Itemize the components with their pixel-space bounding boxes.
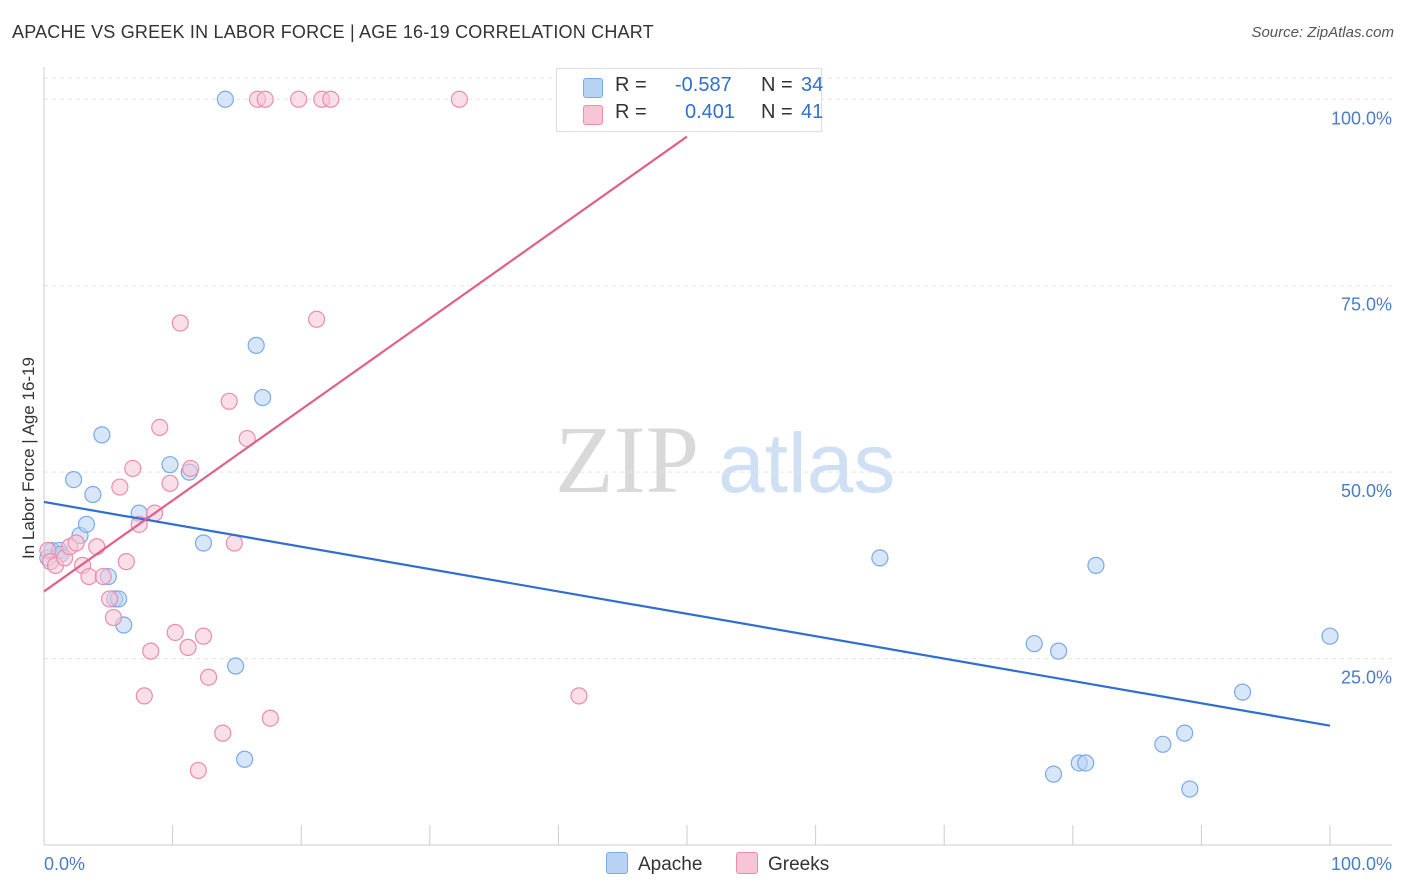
legend-r-value: -0.587: [675, 74, 732, 96]
apache-point: [1233, 683, 1252, 701]
greeks-point: [166, 623, 184, 642]
greeks-point: [117, 553, 135, 571]
apache-point: [161, 456, 179, 474]
legend-swatch-apache: [583, 78, 603, 98]
greeks-point: [182, 459, 200, 478]
greeks-point: [256, 90, 274, 108]
bottom-legend-apache: Apache: [606, 852, 702, 876]
greeks-trend-line: [43, 135, 688, 593]
legend-n-label: N =: [761, 101, 793, 123]
greeks-point: [151, 418, 169, 436]
greeks-point: [124, 459, 142, 478]
greeks-point: [179, 638, 197, 656]
y-tick-label: 25.0%: [1341, 668, 1392, 688]
apache-point: [247, 336, 265, 354]
legend-n-label: N =: [761, 74, 793, 96]
x-tick-max: 100.0%: [1331, 854, 1392, 874]
axes: [43, 67, 1392, 846]
apache-point: [236, 750, 254, 768]
greeks-point: [171, 314, 189, 332]
greeks-point: [100, 590, 119, 608]
legend-n-value: 41: [801, 101, 824, 123]
greeks-point: [570, 687, 588, 705]
greeks-point: [94, 567, 112, 586]
apache-point: [216, 90, 234, 108]
greeks-point: [200, 668, 218, 686]
greeks-point: [214, 724, 232, 742]
correlation-legend: R = -0.587 N = 34 R = 0.401 N = 41: [556, 68, 824, 132]
apache-point: [871, 549, 889, 567]
apache-point: [1077, 754, 1095, 772]
apache-point: [1050, 642, 1068, 660]
x-tick-min: 0.0%: [44, 854, 85, 874]
greeks-point: [135, 687, 153, 705]
greeks-point: [161, 474, 179, 492]
x-tick-labels: 0.0% 100.0%: [44, 854, 1392, 874]
y-tick-label: 75.0%: [1341, 295, 1392, 315]
greeks-point: [322, 90, 340, 108]
y-tick-label: 50.0%: [1341, 481, 1392, 501]
apache-point: [1176, 724, 1194, 742]
legend-r-label: R =: [615, 74, 647, 96]
greeks-point: [111, 478, 129, 496]
greeks-point: [220, 392, 238, 410]
greeks-point: [142, 642, 160, 660]
apache-point: [84, 485, 102, 504]
watermark-zip: ZIP: [555, 406, 699, 513]
greeks-point: [67, 534, 85, 552]
greeks-point: [88, 538, 106, 556]
watermark-atlas: atlas: [718, 416, 895, 510]
apache-point: [1181, 780, 1199, 798]
legend-r-value: 0.401: [685, 101, 736, 123]
y-tick-label: 100.0%: [1331, 108, 1392, 128]
apache-point: [194, 534, 213, 552]
apache-point: [1321, 627, 1339, 645]
apache-point: [227, 657, 245, 675]
bottom-legend-greeks: Greeks: [736, 852, 829, 876]
apache-point: [1025, 635, 1043, 653]
y-axis-label: In Labor Force | Age 16-19: [19, 357, 38, 559]
greeks-point: [225, 534, 243, 552]
greeks-point: [104, 608, 123, 627]
apache-point: [254, 388, 272, 407]
y-tick-labels: 100.0% 75.0% 50.0% 25.0%: [1331, 108, 1392, 687]
legend-r-label: R =: [615, 101, 647, 123]
legend-n-value: 34: [801, 74, 824, 96]
apache-point: [1044, 765, 1063, 783]
apache-point: [64, 471, 83, 489]
watermark: ZIP atlas: [555, 406, 895, 513]
bottom-legend-swatch-greeks: [736, 852, 758, 874]
greeks-point: [194, 627, 213, 645]
bottom-legend-label-greeks: Greeks: [768, 854, 830, 875]
apache-trend-line: [43, 500, 1331, 727]
apache-point: [1087, 556, 1105, 574]
bottom-legend-label-apache: Apache: [638, 854, 703, 875]
grid-lines: [44, 77, 1392, 660]
chart-title: APACHE VS GREEK IN LABOR FORCE | AGE 16-…: [12, 22, 654, 42]
trend-lines: [43, 135, 1331, 727]
apache-point: [1154, 735, 1172, 753]
greeks-point: [308, 310, 326, 328]
greeks-point: [450, 90, 468, 108]
greeks-point: [290, 90, 308, 108]
legend-swatch-greeks: [583, 105, 603, 125]
greeks-point: [189, 761, 207, 780]
greeks-point: [261, 709, 279, 727]
source-label: Source: ZipAtlas.com: [1251, 24, 1394, 41]
bottom-legend-swatch-apache: [606, 852, 628, 874]
apache-point: [93, 426, 111, 444]
apache-point: [77, 515, 96, 533]
